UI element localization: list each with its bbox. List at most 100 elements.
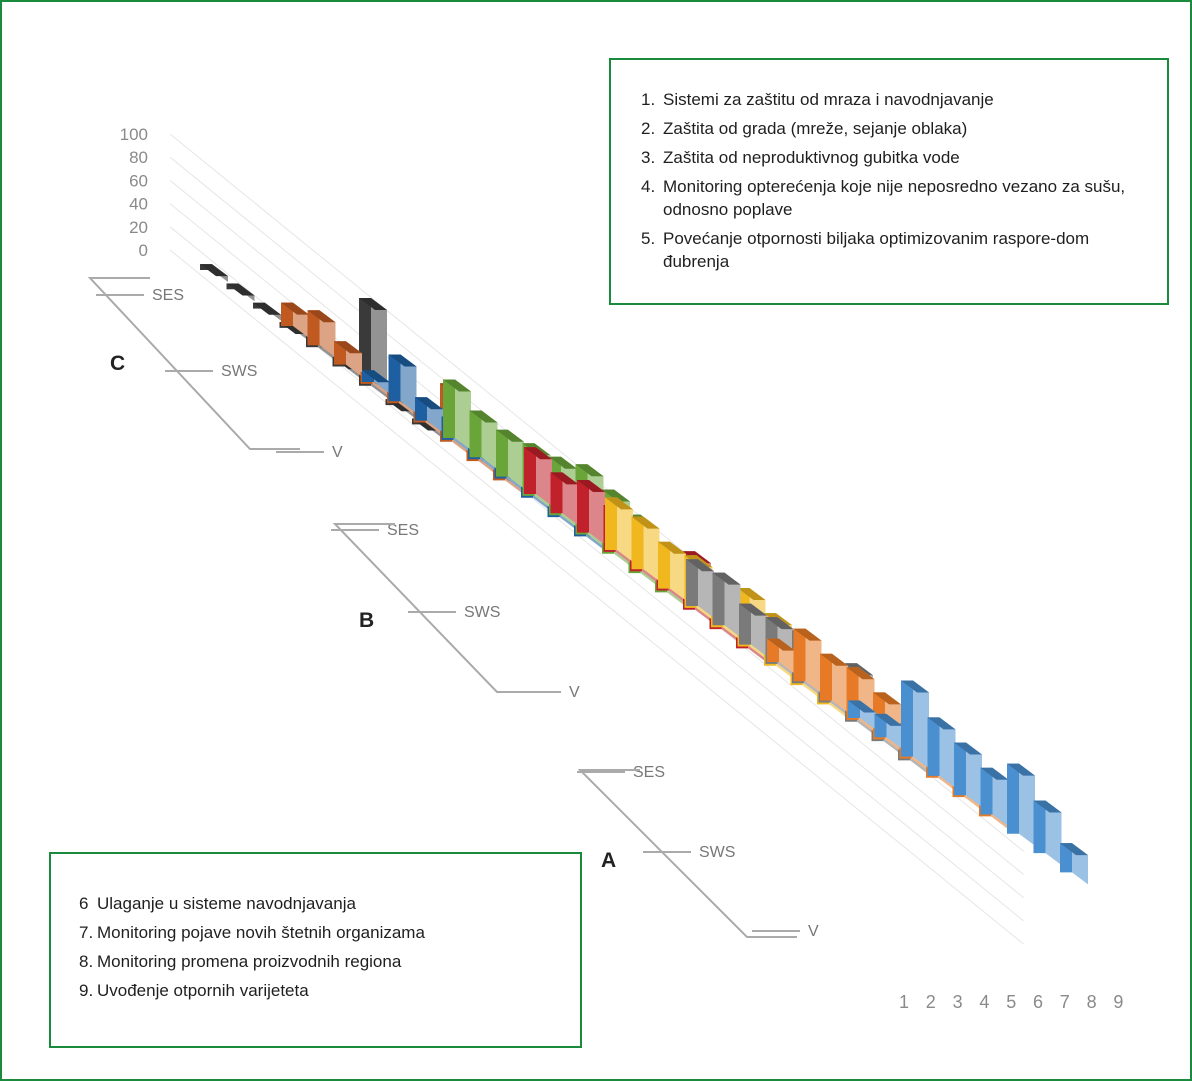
bar-front [712, 572, 725, 626]
x-tick-label: 3 [953, 992, 963, 1012]
legend-box-measures-1-5: 1. Sistemi za zaštitu od mraza i navodnja… [609, 58, 1169, 305]
x-tick-label: 5 [1006, 992, 1016, 1012]
bar-side [562, 472, 579, 526]
group-bracket-A: A [577, 769, 797, 938]
bar-front [524, 447, 536, 494]
bar [334, 341, 362, 377]
legend-item: 3. Zaštita od neproduktivnog gubitka vode [641, 146, 1153, 169]
bar-top [549, 456, 577, 469]
bar-front [1007, 763, 1019, 834]
bar [524, 447, 552, 506]
bar [980, 767, 1009, 827]
bar-top [605, 497, 633, 510]
bar [793, 628, 822, 694]
bar-top [281, 302, 309, 315]
bar-top [577, 479, 605, 492]
series-label: V [332, 444, 343, 461]
bar [739, 603, 767, 657]
series-label: SWS [464, 604, 500, 621]
legend-item: 7. Monitoring pojave novih štetnih organi… [79, 921, 566, 944]
x-tick-label: 2 [926, 992, 936, 1012]
bar-front [658, 541, 670, 589]
legend-item-number: 1. [641, 90, 656, 109]
legend-item-number: 6 [79, 894, 89, 913]
bar-front [954, 742, 966, 796]
legend-item-text: Monitoring promena proizvodnih regiona [97, 952, 402, 971]
bar [901, 680, 929, 769]
bar-front [388, 354, 401, 402]
bar-front [793, 628, 806, 682]
bar [200, 264, 228, 282]
legend-box-measures-6-9: 6 Ulaganje u sisteme navodnjavanja 7. Monit… [49, 852, 582, 1048]
bar-top [927, 717, 956, 730]
y-tick-label: 100 [120, 125, 148, 144]
bar-top [820, 653, 848, 666]
bar-top [658, 541, 686, 554]
legend-item: 8. Monitoring promena proizvodnih regiona [79, 950, 566, 973]
bar [415, 397, 443, 433]
bar [362, 370, 390, 394]
bar [550, 472, 579, 526]
legend-item: 6 Ulaganje u sisteme navodnjavanja [79, 892, 566, 915]
bar-side [400, 354, 417, 414]
bar-front [496, 429, 508, 477]
series-label: SES [387, 522, 419, 539]
series-label: V [569, 684, 580, 701]
bar-side [589, 479, 605, 545]
bar [874, 713, 903, 750]
bar [496, 429, 524, 489]
legend-item: 1. Sistemi za zaštitu od mraza i navodnja… [641, 88, 1153, 111]
bar-side [1019, 763, 1035, 846]
bar [1007, 763, 1035, 846]
bar-top [1007, 763, 1035, 776]
legend-item-number: 3. [641, 148, 656, 167]
bar-side [455, 379, 471, 450]
bar-front [577, 479, 589, 533]
bar-top [874, 713, 903, 726]
gridline [169, 249, 1024, 945]
bar-side [751, 603, 767, 657]
bars [200, 264, 1088, 885]
bar-front [469, 410, 482, 458]
bar [848, 700, 876, 730]
x-tick-label: 8 [1087, 992, 1097, 1012]
bar-top [686, 559, 714, 572]
bar-top [712, 572, 741, 585]
bar [577, 479, 605, 545]
bar-top [901, 680, 929, 693]
bar [226, 283, 255, 302]
y-tick-label: 0 [139, 241, 148, 260]
bar [658, 541, 686, 601]
bar-top [443, 379, 471, 392]
bar-side [536, 447, 552, 506]
bar-top [767, 638, 795, 651]
bar [1060, 843, 1088, 885]
y-tick-label: 80 [129, 148, 148, 167]
y-tick-label: 40 [129, 195, 148, 214]
group-bracket-line [577, 769, 797, 938]
legend-item: 4. Monitoring opterećenja koje nije nepos… [641, 175, 1153, 221]
bar-front [686, 559, 698, 606]
bar-top [846, 667, 875, 680]
legend-item-text: Zaštita od grada (mreže, sejanje oblaka) [663, 119, 968, 138]
bar [631, 516, 660, 582]
y-tick-label: 20 [129, 218, 148, 237]
bar-side [832, 653, 848, 713]
bar-top [200, 264, 228, 277]
bar-top [359, 298, 387, 311]
x-tick-label: 6 [1033, 992, 1043, 1012]
bar [712, 572, 741, 638]
x-tick-label: 9 [1113, 992, 1123, 1012]
legend-item-number: 5. [641, 229, 656, 248]
series-label: SES [633, 764, 665, 781]
bar-front [550, 472, 563, 514]
bar-front [901, 680, 913, 757]
series-label: SWS [699, 844, 735, 861]
bar [927, 717, 956, 788]
x-tick-label: 7 [1060, 992, 1070, 1012]
bar-top [334, 341, 362, 354]
bar-side [913, 680, 929, 769]
bar [605, 497, 633, 562]
bar-front [1060, 843, 1072, 873]
x-tick-label: 4 [979, 992, 989, 1012]
